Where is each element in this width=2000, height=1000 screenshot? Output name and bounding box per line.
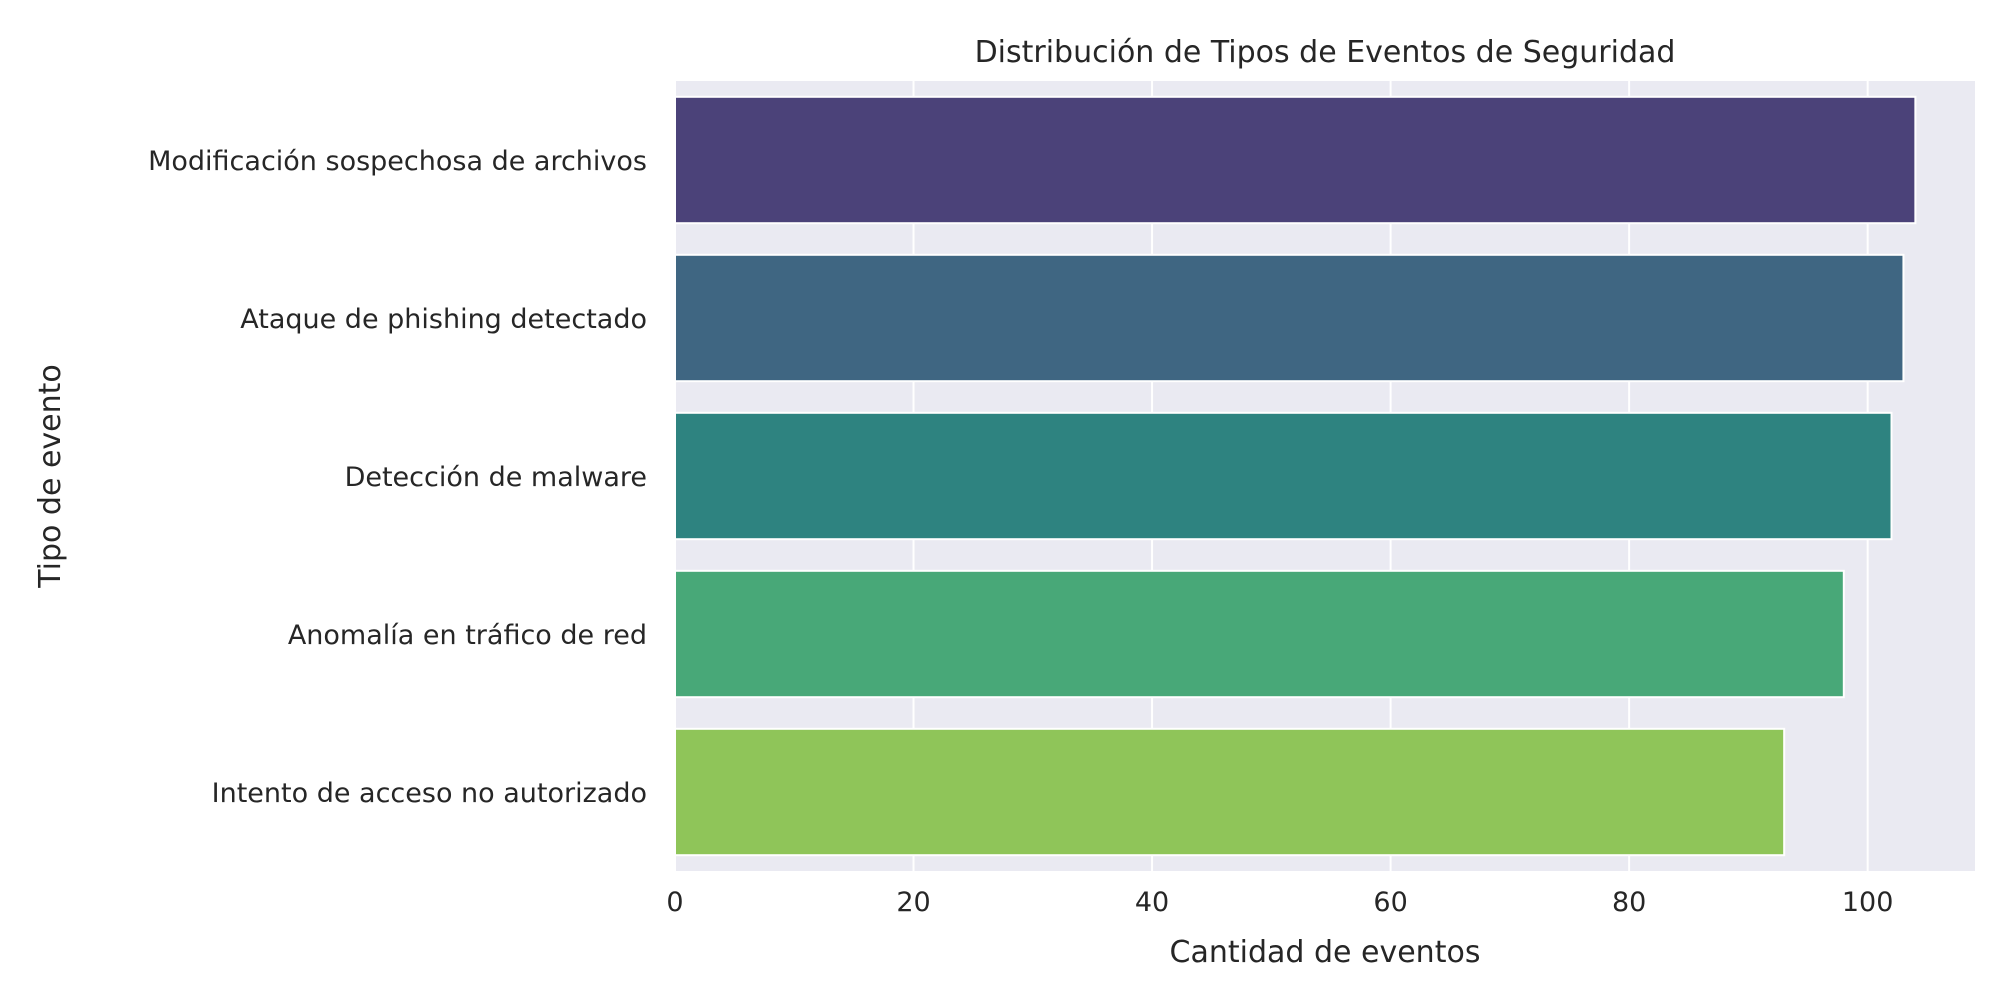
bar-1 bbox=[674, 95, 1917, 225]
chart-title: Distribución de Tipos de Eventos de Segu… bbox=[975, 35, 1676, 70]
x-tick-label: 0 bbox=[666, 887, 683, 918]
bars bbox=[674, 95, 1917, 857]
y-category-label: Intento de acceso no autorizado bbox=[212, 778, 647, 809]
bar-5 bbox=[674, 727, 1786, 857]
x-tick-label: 60 bbox=[1373, 887, 1407, 918]
x-tick-label: 20 bbox=[896, 887, 930, 918]
x-tick-label: 80 bbox=[1612, 887, 1646, 918]
x-tick-label: 100 bbox=[1842, 887, 1894, 918]
y-category-label: Ataque de phishing detectado bbox=[240, 304, 647, 335]
x-axis-label: Cantidad de eventos bbox=[1170, 935, 1481, 970]
x-tick-label: 40 bbox=[1135, 887, 1169, 918]
y-category-label: Modificación sospechosa de archivos bbox=[148, 146, 647, 177]
y-category-labels: Modificación sospechosa de archivos Ataqu… bbox=[148, 146, 647, 809]
y-category-label: Detección de malware bbox=[345, 462, 647, 493]
bar-4 bbox=[674, 569, 1845, 699]
bar-2 bbox=[674, 253, 1905, 383]
x-tick-labels: 0 20 40 60 80 100 bbox=[666, 887, 1893, 918]
y-axis-label: Tipo de evento bbox=[33, 364, 68, 589]
bar-3 bbox=[674, 411, 1893, 541]
y-category-label: Anomalía en tráfico de red bbox=[288, 620, 647, 651]
